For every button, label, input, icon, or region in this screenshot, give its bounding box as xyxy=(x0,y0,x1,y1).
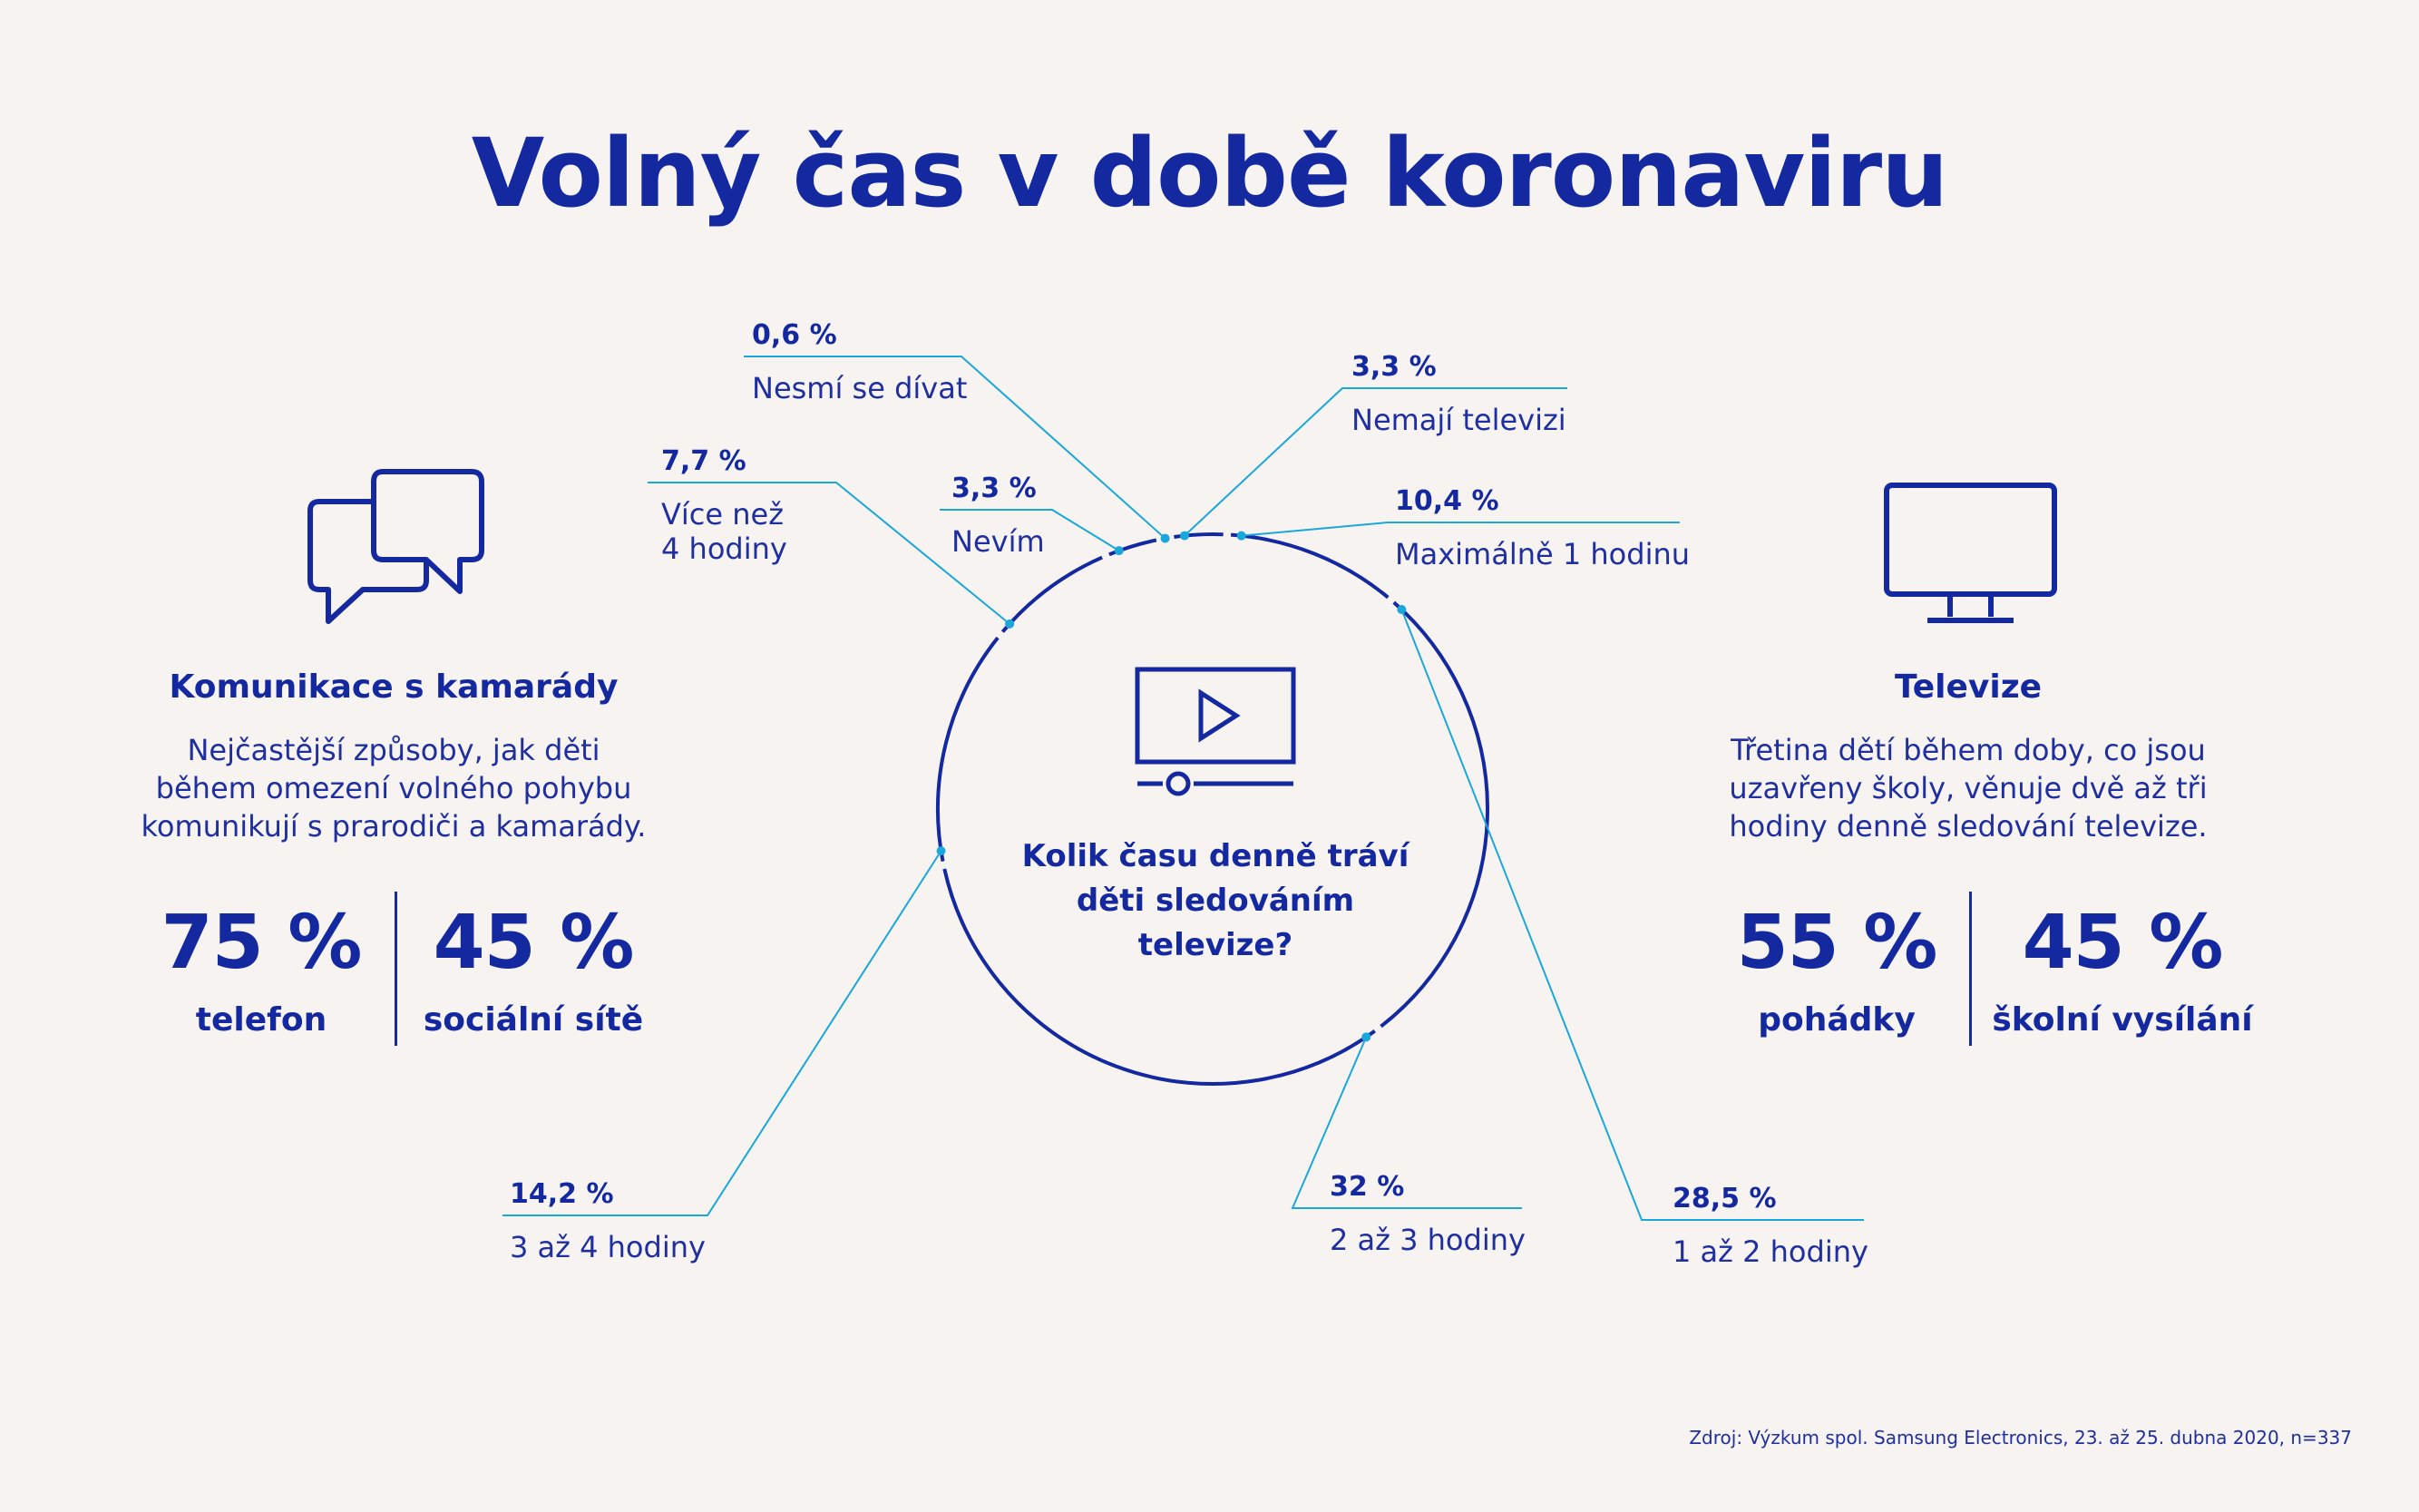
stat-social-label: sociální sítě xyxy=(423,1001,644,1039)
slice-category-label: Více než xyxy=(661,497,784,532)
slice-value-label: 3,3 % xyxy=(951,473,1037,504)
stat-skolni-label: školní vysílání xyxy=(1992,1001,2253,1039)
source-note: Zdroj: Výzkum spol. Samsung Electronics,… xyxy=(1689,1427,2352,1449)
center-question: Kolik času denně tráví děti sledováním t… xyxy=(998,834,1433,968)
slice-category-label: Maximálně 1 hodinu xyxy=(1395,537,1690,571)
television-icon xyxy=(1884,483,2057,623)
leader-line xyxy=(1241,522,1680,537)
donut-slice xyxy=(1000,555,1103,633)
video-player-icon xyxy=(1135,667,1296,796)
stat-social-value: 45 % xyxy=(433,900,635,986)
donut-slice xyxy=(942,868,1376,1086)
right-heading: Televize xyxy=(1894,668,2043,706)
leader-line xyxy=(1291,1036,1522,1209)
donut-slice xyxy=(936,636,1000,862)
right-description: Třetina dětí během doby, co jsou uzavřen… xyxy=(1683,731,2254,845)
right-description-line: Třetina dětí během doby, co jsou xyxy=(1731,733,2206,767)
slice-value-label: 32 % xyxy=(1330,1171,1404,1203)
leader-line xyxy=(502,850,942,1216)
slice-category-label: Nesmí se dívat xyxy=(752,371,967,405)
speech-bubbles-icon xyxy=(307,469,484,624)
left-heading: Komunikace s kamarády xyxy=(169,668,619,706)
slice-value-label: 0,6 % xyxy=(752,319,837,351)
center-question-line: televize? xyxy=(1137,927,1293,963)
slice-value-label: 3,3 % xyxy=(1351,351,1437,383)
slice-category-label: 1 až 2 hodiny xyxy=(1673,1234,1868,1269)
leader-lines xyxy=(502,356,1864,1221)
slice-category-label: 2 až 3 hodiny xyxy=(1330,1223,1526,1257)
stat-telefon-value: 75 % xyxy=(161,900,363,986)
donut-slice xyxy=(1108,538,1157,557)
stat-telefon-label: telefon xyxy=(195,1001,327,1039)
donut-slice xyxy=(1230,532,1390,600)
slice-category-label: 4 hodiny xyxy=(661,532,787,566)
left-description: Nejčastější způsoby, jak děti během omez… xyxy=(109,731,678,845)
donut-slice xyxy=(1380,600,1489,1029)
leader-line xyxy=(1400,609,1864,1221)
slice-value-label: 28,5 % xyxy=(1673,1183,1777,1214)
stat-skolni-value: 45 % xyxy=(2022,900,2224,986)
stat-pohadky-label: pohádky xyxy=(1758,1001,1916,1039)
left-stat-divider xyxy=(395,892,397,1046)
left-description-line: komunikují s prarodiči a kamarády. xyxy=(141,809,647,844)
slice-value-label: 7,7 % xyxy=(661,445,746,477)
right-stat-divider xyxy=(1969,892,1972,1046)
center-question-line: Kolik času denně tráví xyxy=(1021,838,1409,874)
leader-line xyxy=(1184,387,1567,537)
slice-value-label: 14,2 % xyxy=(510,1178,614,1210)
right-description-line: hodiny denně sledování televize. xyxy=(1729,809,2208,844)
slice-labels: 10,4 % Maximálně 1 hodinu 28,5 % 1 až 2 hod… xyxy=(510,319,1868,1269)
leader-line xyxy=(940,509,1120,551)
stat-pohadky-value: 55 % xyxy=(1736,900,1938,986)
page-title: Volný čas v době koronaviru xyxy=(471,118,1949,229)
leader-line xyxy=(744,356,1166,540)
left-description-line: Nejčastější způsoby, jak děti xyxy=(187,733,600,767)
slice-value-label: 10,4 % xyxy=(1395,485,1499,517)
slice-category-label: Nevím xyxy=(951,524,1045,559)
slice-category-label: Nemají televizi xyxy=(1351,403,1566,437)
leader-line xyxy=(648,482,1010,625)
center-question-line: děti sledováním xyxy=(1076,883,1355,919)
right-description-line: uzavřeny školy, věnuje dvě až tři xyxy=(1729,771,2208,805)
donut-slice xyxy=(1174,532,1224,539)
slice-category-label: 3 až 4 hodiny xyxy=(510,1230,706,1264)
left-description-line: během omezení volného pohybu xyxy=(155,771,632,805)
